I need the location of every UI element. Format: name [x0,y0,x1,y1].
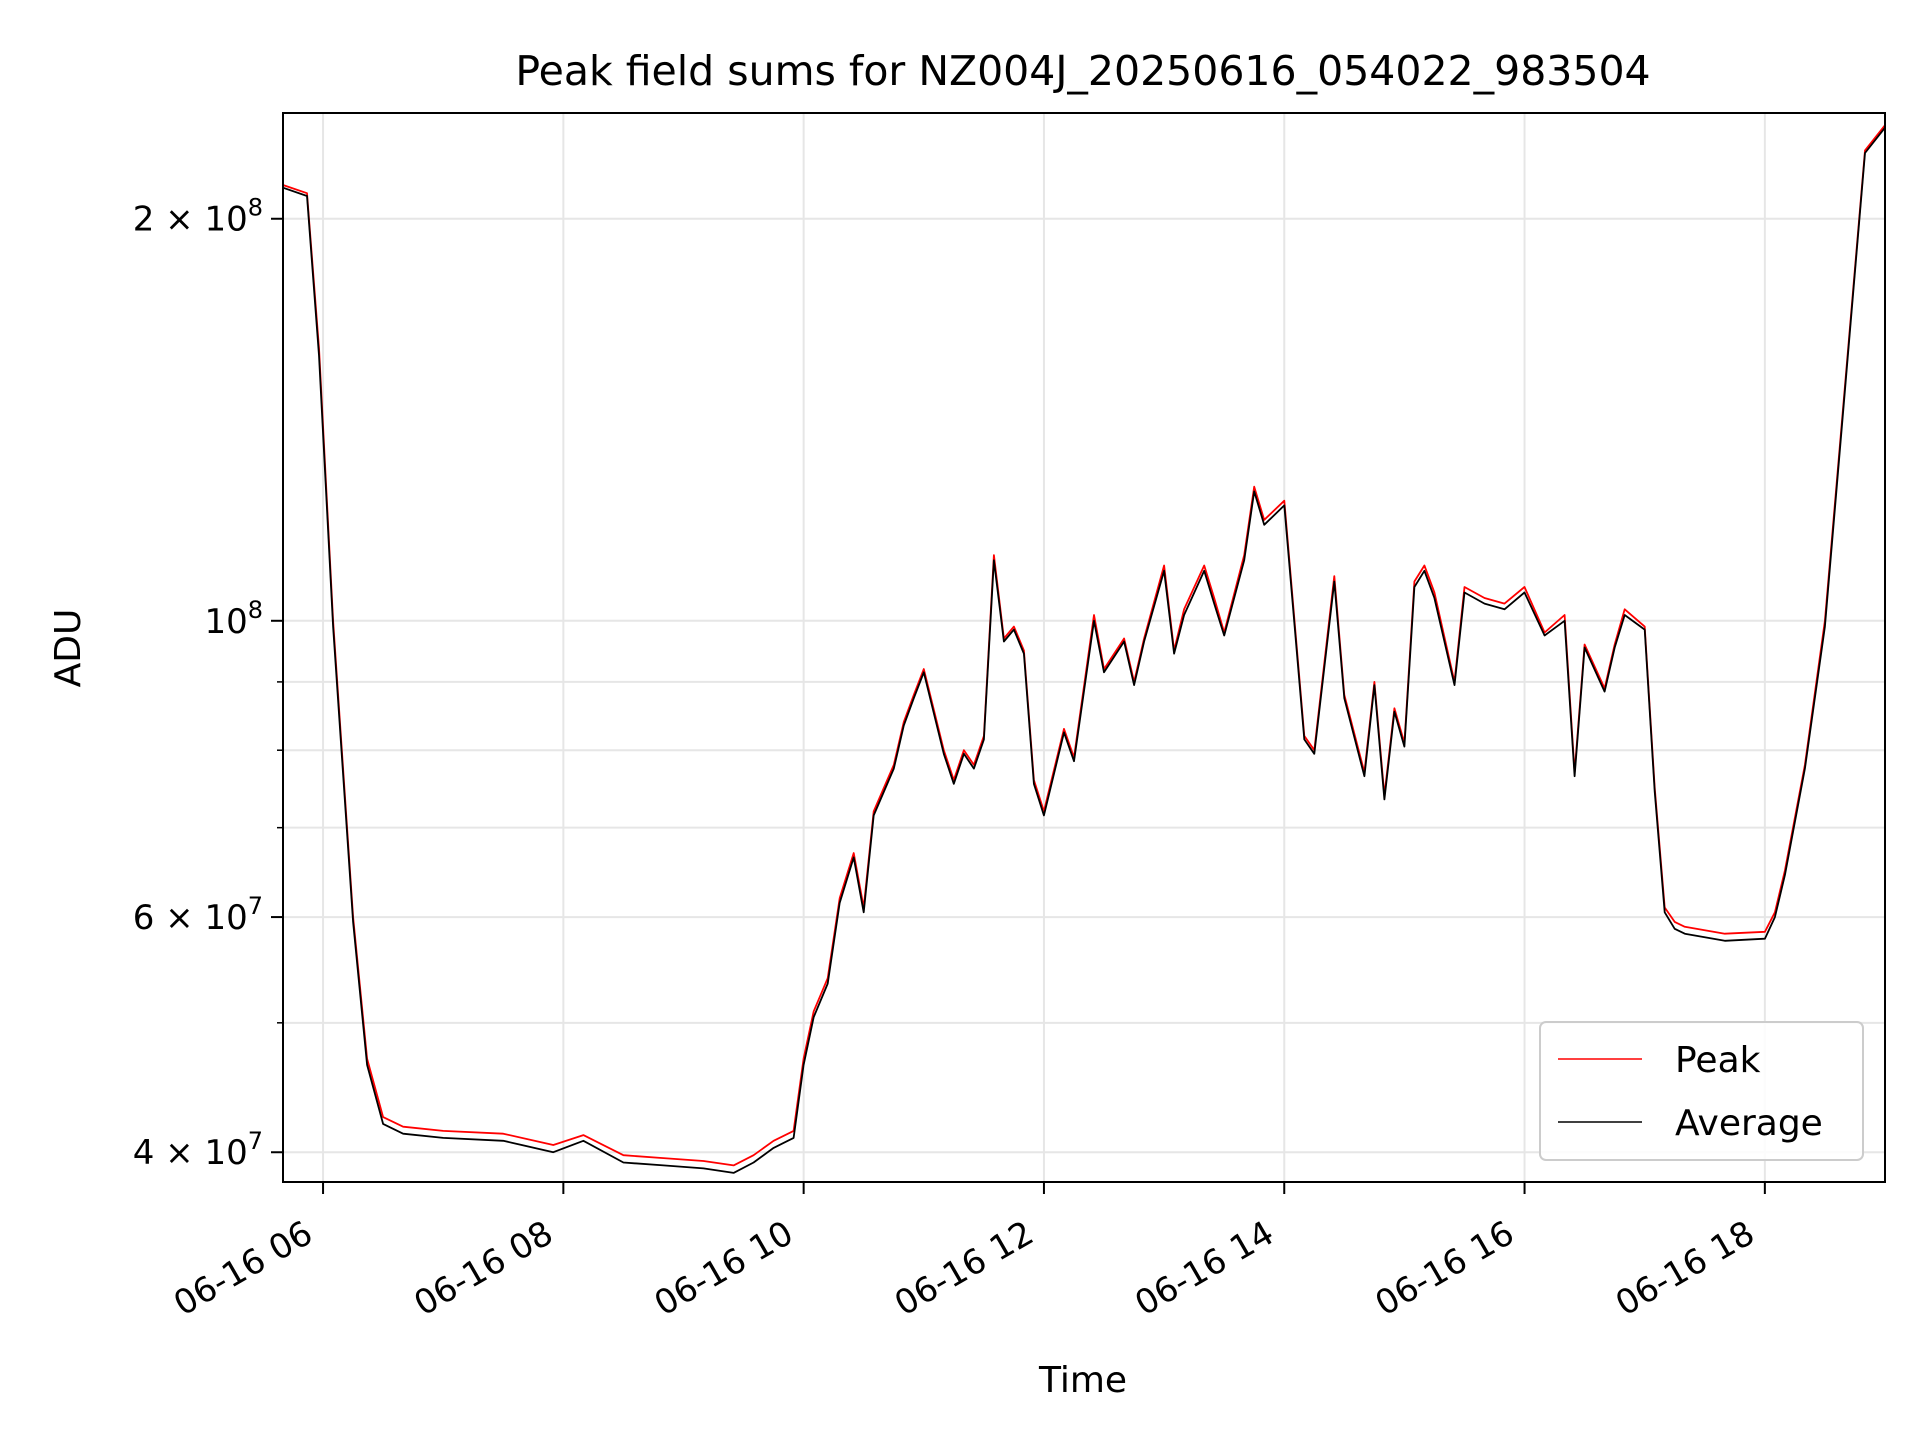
y-axis-ticks: 4 × 107 6 × 107 108 2 × 108 [133,194,283,1173]
x-axis-label: Time [1038,1360,1127,1401]
y-tick-label: 2 × 108 [133,194,263,240]
series-line-average [283,127,1885,1174]
legend: Peak Average [1539,1021,1864,1161]
legend-box [1539,1021,1864,1161]
y-axis-label: ADU [48,609,89,688]
plot-frame [282,112,1886,1183]
series-layer [283,124,1885,1174]
y-tick-label: 6 × 107 [133,892,263,938]
chart-title: Peak field sums for NZ004J_20250616_0540… [515,47,1650,95]
legend-label-average: Average [1675,1103,1823,1144]
y-tick-label: 108 [204,596,263,642]
legend-label-peak: Peak [1675,1040,1761,1081]
y-tick-label: 4 × 107 [133,1127,263,1173]
